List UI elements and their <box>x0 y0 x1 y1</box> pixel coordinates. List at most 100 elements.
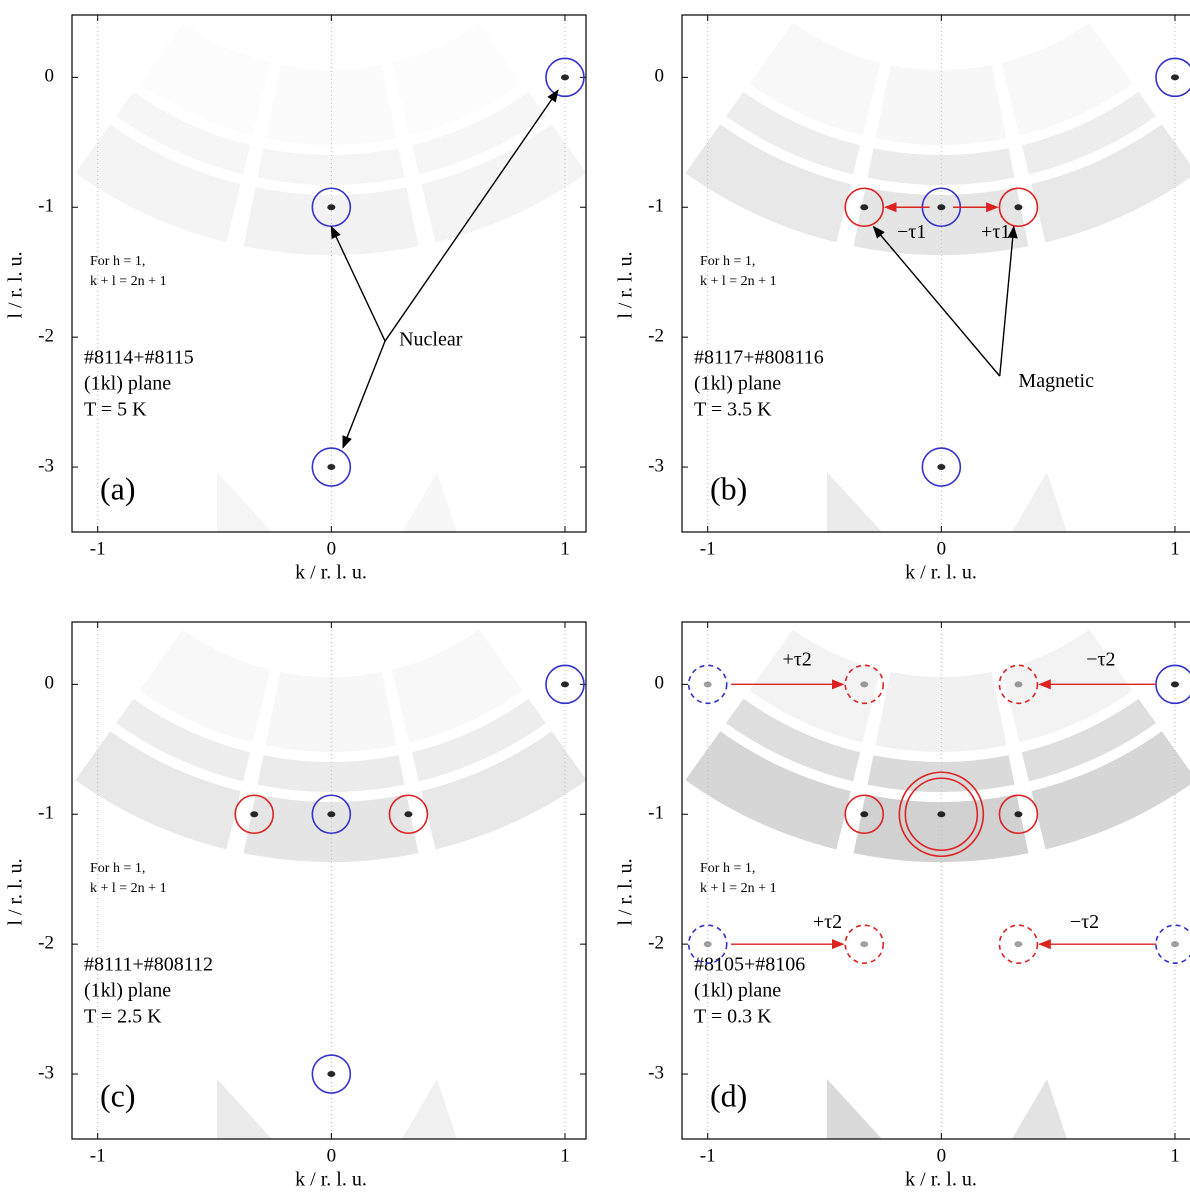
intensity-region <box>217 472 272 532</box>
x-tick-label: 0 <box>937 538 947 559</box>
condition-text: For h = 1, <box>90 254 145 269</box>
y-tick-label: -3 <box>38 1062 54 1083</box>
x-tick-label: 0 <box>327 1145 337 1166</box>
y-axis-label: l / r. l. u. <box>615 251 637 318</box>
y-tick-label: -3 <box>38 455 54 476</box>
x-tick-label: -1 <box>90 538 106 559</box>
info-text: #8114+#8115 <box>84 347 194 369</box>
condition-text: For h = 1, <box>90 861 145 876</box>
peak-spot <box>860 204 868 210</box>
y-tick-label: -2 <box>38 933 54 954</box>
intensity-region <box>402 1079 457 1139</box>
peak-spot <box>561 681 569 687</box>
peak-spot <box>404 811 412 817</box>
annotation-label: +τ2 <box>813 911 842 933</box>
y-tick-label: 0 <box>655 66 665 87</box>
x-axis-label: k / r. l. u. <box>295 562 367 584</box>
info-text: #8105+#8106 <box>694 954 805 976</box>
info-text: (1kl) plane <box>694 980 781 1002</box>
y-tick-label: -1 <box>648 196 664 217</box>
x-axis-label: k / r. l. u. <box>905 1169 977 1191</box>
y-tick-label: 0 <box>45 673 55 694</box>
info-text: T = 0.3 K <box>694 1006 772 1028</box>
x-tick-label: -1 <box>700 1145 716 1166</box>
x-tick-label: 1 <box>1170 538 1180 559</box>
y-tick-label: 0 <box>45 66 55 87</box>
peak-spot <box>250 811 258 817</box>
peak-spot <box>937 204 945 210</box>
panel-label: (d) <box>710 1077 747 1113</box>
y-tick-label: -3 <box>648 455 664 476</box>
peak-spot <box>860 941 868 947</box>
panel-label: (c) <box>100 1077 136 1113</box>
condition-text: For h = 1, <box>700 254 755 269</box>
panel: -1 0 1 0 -1 -2 -3 k / r. l. u. l / r. l. u. (c) Fo… <box>5 622 587 1191</box>
peak-spot <box>327 464 335 470</box>
intensity-region <box>875 672 1006 752</box>
intensity-region <box>265 672 396 752</box>
x-tick-label: -1 <box>700 538 716 559</box>
x-axis-label: k / r. l. u. <box>905 562 977 584</box>
y-tick-label: -2 <box>38 326 54 347</box>
peak-spot <box>327 1071 335 1077</box>
condition-text: k + l = 2n + 1 <box>700 881 777 896</box>
condition-text: k + l = 2n + 1 <box>90 274 167 289</box>
x-tick-label: -1 <box>90 1145 106 1166</box>
annotation-label: −τ2 <box>1070 911 1099 933</box>
annotation-label: −τ2 <box>1086 649 1115 671</box>
peak-spot <box>937 811 945 817</box>
y-tick-label: -1 <box>38 803 54 824</box>
peak-spot <box>327 204 335 210</box>
peak-spot <box>1014 941 1022 947</box>
y-axis-label: l / r. l. u. <box>5 858 27 925</box>
y-axis-label: l / r. l. u. <box>5 251 27 318</box>
info-text: (1kl) plane <box>84 373 171 395</box>
peak-spot <box>561 74 569 80</box>
peak-spot <box>704 941 712 947</box>
peak-spot <box>860 681 868 687</box>
info-text: T = 2.5 K <box>84 1006 162 1028</box>
page: {"chart_data": [ {"type": "scatter", "ti… <box>0 0 1190 1198</box>
peak-spot <box>1171 74 1179 80</box>
info-text: #8111+#808112 <box>84 954 213 976</box>
peak-spot <box>1014 204 1022 210</box>
y-axis-label: l / r. l. u. <box>615 858 637 925</box>
condition-text: k + l = 2n + 1 <box>700 274 777 289</box>
y-tick-label: -1 <box>648 803 664 824</box>
condition-text: For h = 1, <box>700 861 755 876</box>
info-text: (1kl) plane <box>694 373 781 395</box>
peak-spot <box>1014 681 1022 687</box>
panel-label: (a) <box>100 470 136 506</box>
peak-spot <box>860 811 868 817</box>
x-tick-label: 0 <box>937 1145 947 1166</box>
condition-text: k + l = 2n + 1 <box>90 881 167 896</box>
annotation-label: Nuclear <box>399 329 463 351</box>
peak-spot <box>1171 941 1179 947</box>
info-text: T = 3.5 K <box>694 399 772 421</box>
intensity-region <box>827 1079 882 1139</box>
annotation-label: +τ2 <box>782 649 811 671</box>
intensity-region <box>217 1079 272 1139</box>
panel: -1 0 1 0 -1 -2 -3 k / r. l. u. l / r. l. u. (d) Fo… <box>615 622 1190 1191</box>
intensity-region <box>244 187 419 255</box>
peak-spot <box>704 681 712 687</box>
intensity-region <box>1012 1079 1067 1139</box>
peak-spot <box>937 464 945 470</box>
peak-spot <box>1014 811 1022 817</box>
y-tick-label: -3 <box>648 1062 664 1083</box>
annotation-label: +τ1 <box>981 221 1010 243</box>
y-tick-label: 0 <box>655 673 665 694</box>
x-tick-label: 1 <box>560 1145 570 1166</box>
intensity-region <box>827 472 882 532</box>
intensity-region <box>402 472 457 532</box>
y-tick-label: -2 <box>648 326 664 347</box>
peak-spot <box>327 811 335 817</box>
y-tick-label: -2 <box>648 933 664 954</box>
x-tick-label: 1 <box>1170 1145 1180 1166</box>
x-tick-label: 0 <box>327 538 337 559</box>
y-tick-label: -1 <box>38 196 54 217</box>
x-axis-label: k / r. l. u. <box>295 1169 367 1191</box>
info-text: (1kl) plane <box>84 980 171 1002</box>
intensity-region <box>1012 472 1067 532</box>
